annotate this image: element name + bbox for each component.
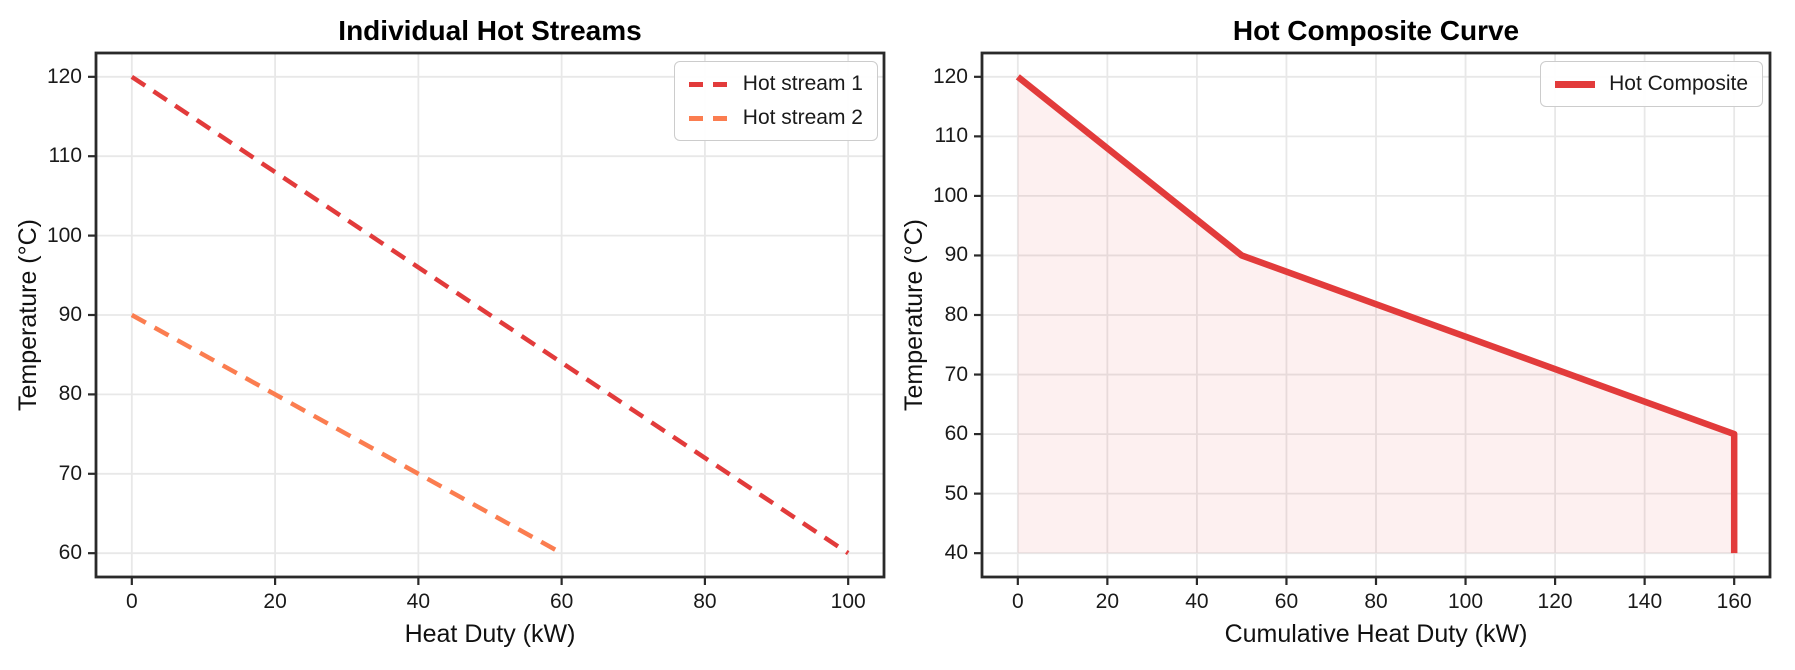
right-legend: Hot Composite [1540, 61, 1763, 107]
x-tick-label: 40 [1185, 590, 1209, 613]
x-tick-label: 60 [1274, 590, 1299, 613]
x-tick-label: 140 [1627, 590, 1663, 613]
y-tick-label: 50 [944, 481, 968, 505]
y-tick-label: 60 [944, 422, 968, 446]
legend-label-hot-stream-1: Hot stream 1 [742, 72, 863, 95]
x-tick-label: 80 [1364, 590, 1388, 613]
legend-label-hot-composite: Hot Composite [1609, 72, 1748, 95]
y-tick-label: 80 [944, 303, 968, 326]
x-tick-label: 20 [1095, 590, 1120, 613]
hot-composite-area-fill [1017, 76, 1735, 554]
y-tick-label: 80 [58, 382, 82, 406]
y-tick-label: 90 [58, 303, 82, 326]
legend-item-hot-composite: Hot Composite [1555, 71, 1748, 97]
legend-item-hot-stream-1: Hot stream 1 [688, 71, 863, 97]
x-tick-label: 160 [1716, 590, 1752, 613]
y-tick-label: 110 [934, 124, 968, 148]
hot-composite-line [1015, 74, 1738, 554]
right-x-axis-label: Cumulative Heat Duty (kW) [1224, 620, 1528, 648]
y-tick-label: 120 [46, 64, 82, 88]
hot-stream-2-line-sample [688, 115, 729, 121]
y-tick-label: 40 [944, 541, 968, 565]
hot-composite-line-sample [1555, 80, 1596, 88]
y-tick-label: 100 [932, 183, 968, 207]
x-tick-label: 100 [830, 590, 866, 613]
left-plot-title: Individual Hot Streams [338, 15, 642, 46]
y-tick-label: 70 [58, 461, 82, 485]
legend-item-hot-stream-2: Hot stream 2 [688, 105, 863, 131]
x-tick-label: 0 [1011, 590, 1024, 613]
y-tick-label: 110 [48, 144, 82, 168]
hot-stream-1-line-sample [688, 81, 729, 87]
legend-label-hot-stream-2: Hot stream 2 [742, 106, 863, 129]
y-tick-label: 70 [944, 362, 968, 386]
left-legend: Hot stream 1 Hot stream 2 [673, 61, 878, 141]
x-tick-label: 120 [1537, 590, 1573, 613]
y-tick-label: 120 [932, 64, 968, 88]
y-tick-label: 90 [944, 243, 968, 267]
x-tick-label: 20 [263, 590, 287, 613]
left-x-axis-label: Heat Duty (kW) [404, 620, 576, 648]
hot-stream-2-line [130, 313, 563, 556]
x-tick-label: 80 [693, 590, 717, 613]
x-tick-label: 60 [549, 590, 574, 613]
y-tick-label: 60 [58, 541, 82, 565]
y-tick-label: 100 [46, 223, 82, 247]
x-tick-label: 0 [125, 590, 138, 613]
right-plot-title: Hot Composite Curve [1232, 15, 1520, 46]
x-tick-label: 100 [1448, 590, 1484, 613]
hot-stream-1-line [130, 74, 850, 556]
x-tick-label: 40 [406, 590, 431, 613]
